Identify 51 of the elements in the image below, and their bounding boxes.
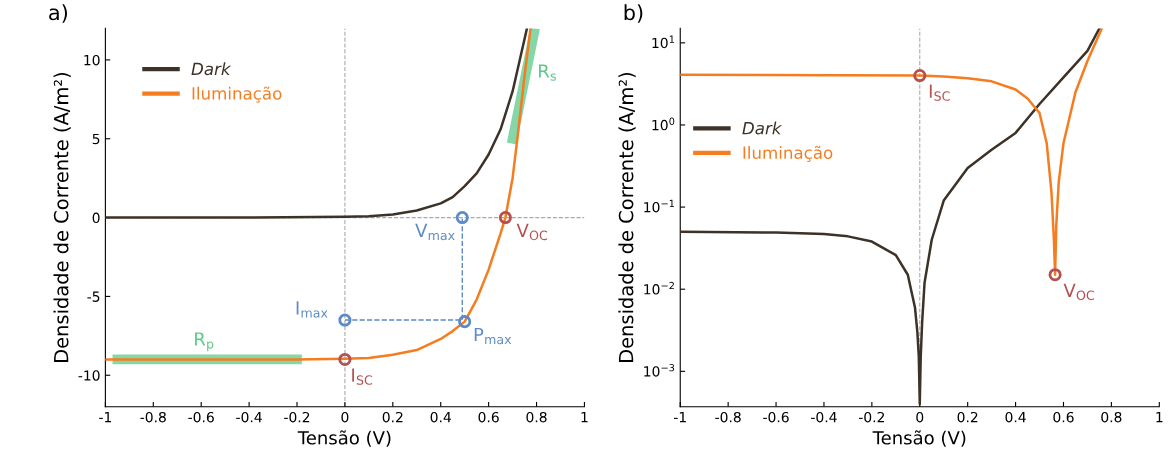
x-tick-label: -1	[674, 412, 686, 423]
x-tick-label: -0.2	[284, 411, 310, 423]
y-axis-title: Densidade de Corrente (A/m²)	[618, 72, 636, 362]
annotation: I$_{SC}$	[352, 368, 373, 385]
x-tick-label: -0.6	[188, 411, 214, 423]
x-axis-title: Tensão (V)	[872, 430, 966, 447]
legend-label: Iluminação	[192, 86, 282, 103]
x-tick-label: 0.2	[382, 411, 403, 423]
y-tick-label: 5	[92, 133, 100, 145]
x-tick-label: 0.4	[1005, 411, 1026, 423]
y-tick-label: 10	[84, 54, 100, 66]
annotation: I$_{max}$	[296, 301, 328, 318]
y-tick-label: -5	[87, 291, 100, 302]
chart-title: a)	[49, 4, 68, 23]
y-tick-label: -10	[78, 370, 100, 381]
x-tick-label: 0.6	[478, 411, 499, 423]
y-tick-label: 10$^{0}$	[652, 117, 675, 131]
chart-title: b)	[624, 4, 643, 23]
annotation: V$_{max}$	[415, 223, 455, 241]
annotation: I$_{SC}$	[929, 84, 950, 101]
x-axis-title: Tensão (V)	[297, 430, 391, 447]
y-tick-label: 10$^{−1}$	[644, 199, 674, 213]
x-tick-label: 0	[341, 411, 349, 423]
x-tick-label: 0.4	[430, 411, 451, 423]
legend-label: Dark	[191, 62, 232, 76]
legend-label: Dark	[742, 121, 783, 135]
x-tick-label: 0.8	[1101, 411, 1122, 423]
x-tick-label: -0.4	[236, 411, 262, 423]
x-tick-label: -0.4	[811, 411, 837, 423]
x-tick-label: 0.2	[957, 411, 978, 423]
x-tick-label: -0.8	[715, 411, 741, 423]
x-tick-label: -0.8	[140, 411, 166, 423]
x-tick-label: 1	[1156, 412, 1163, 423]
y-tick-label: 10$^{1}$	[652, 35, 675, 49]
x-tick-label: 0.8	[526, 411, 547, 423]
x-tick-label: -1	[99, 412, 112, 423]
annotation: V$_{OC}$	[1063, 283, 1095, 301]
x-tick-label: 0	[916, 411, 924, 423]
annotation: R$_{s}$	[539, 64, 556, 81]
annotation: V$_{OC}$	[516, 223, 548, 241]
x-tick-label: -0.6	[763, 411, 789, 423]
annotation: P$_{max}$	[474, 327, 512, 345]
y-tick-label: 10$^{−3}$	[644, 363, 675, 377]
legend-label: Iluminação	[743, 145, 833, 162]
x-tick-label: -0.2	[858, 411, 885, 423]
y-tick-label: 0	[92, 212, 100, 224]
y-tick-label: 10$^{−2}$	[644, 281, 674, 295]
annotation: R$_{p}$	[195, 332, 214, 352]
y-axis-title: Densidade de Corrente (A/m²)	[53, 72, 71, 362]
x-tick-label: 0.6	[1053, 411, 1074, 423]
x-tick-label: 1	[581, 412, 588, 423]
